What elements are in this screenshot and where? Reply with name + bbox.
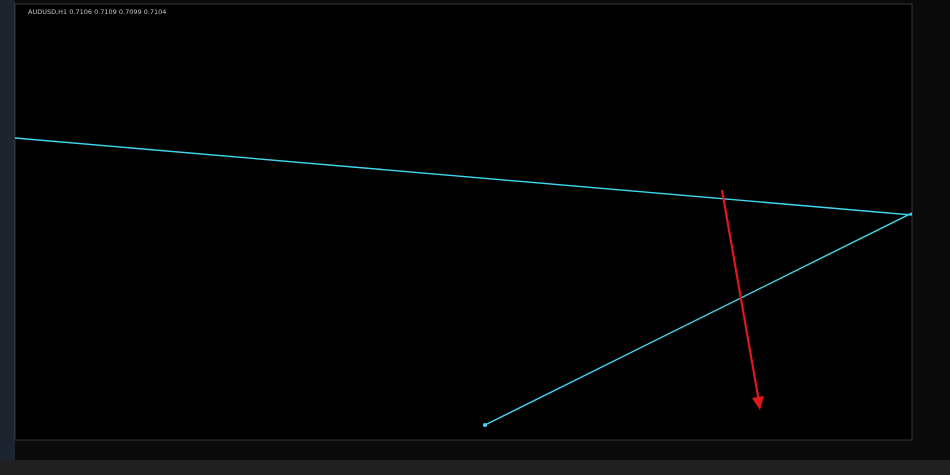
trend-line [14, 137, 913, 216]
trend-anchor [483, 423, 487, 427]
chart-title: AUDUSD,H1 0.7106 0.7109 0.7099 0.7104 [28, 8, 166, 16]
trend-line [484, 212, 913, 426]
arrow-head [752, 396, 764, 410]
bottom-bar [0, 460, 950, 475]
side-panel [0, 0, 15, 475]
arrow [720, 189, 761, 403]
plot-area [14, 3, 913, 441]
